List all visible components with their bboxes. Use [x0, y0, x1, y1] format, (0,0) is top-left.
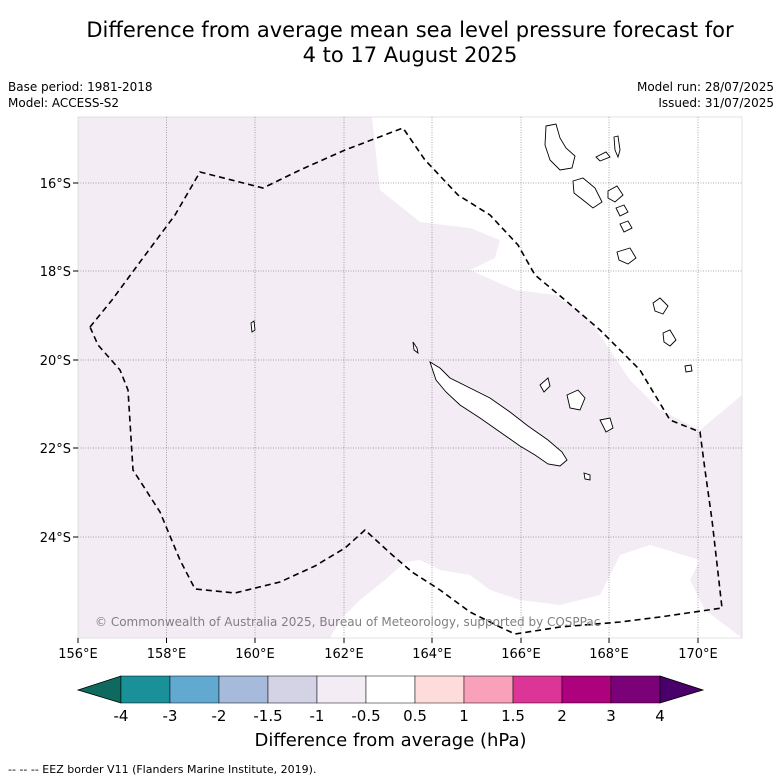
colorbar-segment	[169, 675, 220, 704]
colorbar: -4 -3 -2 -1.5 -1 -0.5 0.5 1 1.5 2 3 4	[76, 675, 705, 725]
colorbar-tick-label: 2	[557, 707, 567, 725]
colorbar-tick-label: 1	[459, 707, 469, 725]
colorbar-segment	[463, 675, 514, 704]
colorbar-tick-label: 1.5	[501, 707, 525, 725]
map-frame	[77, 116, 743, 639]
colorbar-min-extension	[76, 675, 122, 704]
lon-tick-label: 166°E	[501, 647, 541, 662]
title-line-1: Difference from average mean sea level p…	[86, 18, 734, 42]
lon-tick-label: 158°E	[147, 647, 187, 662]
colorbar-segment	[561, 675, 612, 704]
base-period: Base period: 1981-2018	[8, 80, 153, 94]
colorbar-segment	[365, 675, 416, 704]
meta-right: Model run: 28/07/2025 Issued: 31/07/2025	[637, 79, 774, 111]
vanuatu-ambae	[595, 151, 611, 162]
vanuatu-erromango	[616, 247, 637, 265]
colorbar-tick-label: -3	[163, 707, 178, 725]
vanuatu-pentecost	[607, 185, 624, 203]
eez-footnote: -- -- -- EEZ border V11 (Flanders Marine…	[8, 763, 317, 776]
vanuatu-efate	[619, 220, 633, 233]
model-run: Model run: 28/07/2025	[636, 80, 774, 94]
colorbar-tick-label: 0.5	[403, 707, 427, 725]
colorbar-tick-label: -0.5	[351, 707, 380, 725]
vanuatu-tanna	[652, 297, 669, 315]
vanuatu-maewo	[613, 135, 621, 159]
loyalty-islands	[539, 377, 614, 433]
colorbar-segment	[512, 675, 563, 704]
colorbar-tick-label: -4	[114, 707, 129, 725]
chart-title: Difference from average mean sea level p…	[40, 18, 780, 68]
colorbar-tick-label: -2	[212, 707, 227, 725]
colorbar-segment	[120, 675, 171, 704]
colorbar-tick-label: -1	[310, 707, 325, 725]
lat-tick-label: 22°S	[40, 442, 71, 457]
lat-tick-label: 16°S	[40, 177, 71, 192]
colorbar-tick-label: 4	[655, 707, 665, 725]
belep-islands	[412, 341, 419, 355]
colorbar-max-extension	[659, 675, 705, 704]
lon-tick-label: 170°E	[678, 647, 718, 662]
isle-of-pines-island	[583, 472, 591, 481]
issued-date: Issued: 31/07/2025	[658, 96, 774, 110]
eez-border	[89, 127, 723, 635]
lon-tick-label: 156°E	[58, 647, 98, 662]
model-name: Model: ACCESS-S2	[8, 96, 120, 110]
colorbar-segment	[316, 675, 367, 704]
colorbar-segment	[610, 675, 661, 704]
vanuatu-malekula	[572, 177, 603, 209]
lat-tick-label: 24°S	[40, 531, 71, 546]
coastlines	[250, 123, 693, 481]
lat-tick-label: 20°S	[40, 354, 71, 369]
lon-tick-label: 160°E	[235, 647, 275, 662]
copyright-notice: © Commonwealth of Australia 2025, Bureau…	[95, 615, 600, 629]
anomaly-shading	[78, 117, 742, 638]
tick-marks	[73, 182, 699, 643]
title-line-2: 4 to 17 August 2025	[302, 43, 518, 67]
colorbar-tick-label: 3	[606, 707, 616, 725]
lon-tick-label: 162°E	[324, 647, 364, 662]
chesterfield-reef	[250, 320, 256, 333]
walpole-island	[684, 364, 693, 373]
colorbar-segment	[414, 675, 465, 704]
colorbar-tick-label: -1.5	[253, 707, 282, 725]
lat-axis-labels: 16°S 18°S 20°S 22°S 24°S	[40, 177, 71, 546]
lon-tick-label: 168°E	[589, 647, 629, 662]
graticule	[78, 117, 742, 638]
lat-tick-label: 18°S	[40, 265, 71, 280]
colorbar-segment	[267, 675, 318, 704]
meta-left: Base period: 1981-2018 Model: ACCESS-S2	[8, 79, 153, 111]
vanuatu-aneityum	[662, 329, 677, 347]
new-caledonia-island	[429, 360, 568, 467]
colorbar-segment	[218, 675, 269, 704]
vanuatu-epi	[615, 204, 629, 217]
colorbar-title: Difference from average (hPa)	[254, 730, 527, 751]
lon-axis-labels: 156°E 158°E 160°E 162°E 164°E 166°E 168°…	[58, 647, 718, 662]
vanuatu-espiritu-santo	[544, 123, 576, 171]
lon-tick-label: 164°E	[412, 647, 452, 662]
